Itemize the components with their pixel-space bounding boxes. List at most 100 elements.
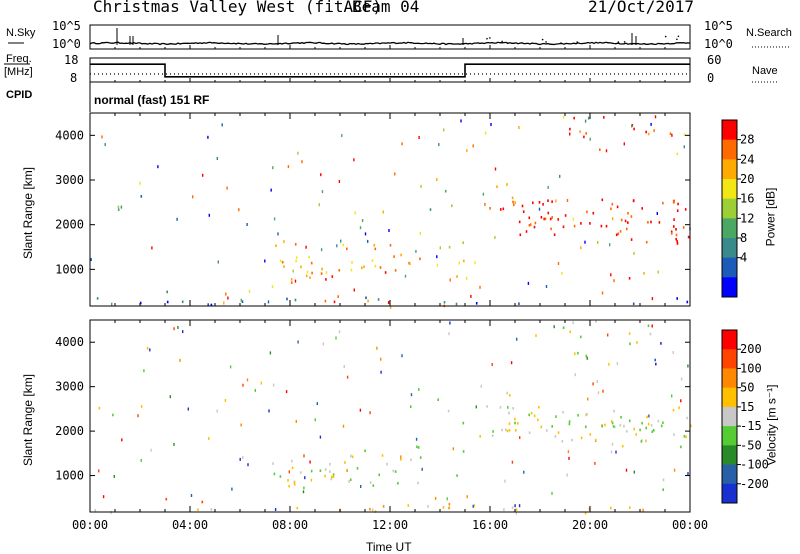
velocity-panel-cell <box>569 330 571 334</box>
power-panel-cell <box>310 261 313 265</box>
velocity-panel-cell <box>310 469 313 473</box>
power-panel-cell <box>557 218 559 221</box>
velocity-panel-cell <box>314 418 316 422</box>
power-panel-cell <box>458 261 460 265</box>
velocity-panel-cell <box>504 479 506 483</box>
velocity-panel-cell <box>678 406 680 409</box>
velocity-panel-cell <box>514 417 516 421</box>
power-panel-cell <box>337 295 339 298</box>
chart-title: Christmas Valley West (fitACF) <box>93 0 382 16</box>
x-tick-label: 00:00 <box>72 518 108 532</box>
power-panel-cell <box>301 160 303 164</box>
power-panel-cell <box>609 243 611 247</box>
power-panel-cell <box>346 247 348 251</box>
velocity-panel-cell <box>574 373 576 377</box>
power-panel-cell <box>324 299 327 303</box>
velocity-panel-cell <box>274 508 277 511</box>
power-panel-cell <box>463 259 465 263</box>
power-panel-cell <box>373 243 376 247</box>
velocity-panel-cell <box>462 450 465 453</box>
power-panel-cell <box>547 211 550 215</box>
velocity-panel-cell <box>641 421 643 425</box>
velocity-panel-cell <box>673 468 676 472</box>
velocity-panel-cell <box>210 508 213 511</box>
velocity-panel-cell <box>322 342 325 346</box>
power-panel-cell <box>139 301 142 305</box>
velocity-panel-cell <box>113 474 115 478</box>
velocity-panel-cell <box>671 394 673 398</box>
velocity-panel-cell <box>639 428 641 432</box>
nsearch-tick-top: 10^5 <box>704 19 733 33</box>
power-panel-cell <box>687 235 690 239</box>
power-panel-cell <box>605 149 608 153</box>
power-panel-cell <box>540 216 543 219</box>
velocity-panel-cell <box>201 500 204 504</box>
power-panel-cell <box>321 267 323 271</box>
velocity-panel-cell <box>519 436 521 440</box>
nsky-tick-bottom: 10^0 <box>52 37 81 51</box>
power-panel-cell <box>623 142 625 146</box>
power-panel-ytick-label: 1000 <box>55 262 84 276</box>
x-tick-label: 16:00 <box>472 518 508 532</box>
velocity-panel-cell <box>572 321 574 324</box>
velocity-panel-cell <box>293 481 296 484</box>
velocity-panel-cell <box>503 508 505 511</box>
velocity-panel-cell <box>642 508 644 512</box>
power-panel-cell <box>611 202 614 206</box>
velocity-panel-cell <box>561 439 564 443</box>
power-colorbar-swatch <box>722 198 737 219</box>
power-panel-ytick-label: 2000 <box>55 218 84 232</box>
power-panel-cell <box>645 130 647 134</box>
power-panel-cell <box>217 260 219 264</box>
velocity-panel-cell <box>376 346 378 350</box>
power-panel-cell <box>555 199 557 203</box>
power-panel-cell <box>294 298 297 302</box>
power-panel-cell <box>443 128 445 132</box>
power-panel-cell <box>273 217 276 221</box>
velocity-panel-cell <box>589 433 592 436</box>
power-panel-cell <box>374 264 377 268</box>
power-panel-cell <box>96 297 99 300</box>
power-panel-cell <box>181 300 184 304</box>
velocity-panel-cell <box>316 402 318 406</box>
power-panel-cell <box>628 277 631 280</box>
velocity-panel-cell <box>625 468 628 472</box>
power-panel-cell <box>494 167 497 171</box>
velocity-panel-cell <box>535 334 537 337</box>
velocity-panel-cell <box>416 445 418 449</box>
velocity-panel-cell <box>356 467 359 470</box>
power-panel-cell <box>657 270 659 274</box>
velocity-panel-cell <box>517 422 519 425</box>
power-panel-cell <box>240 298 242 302</box>
power-panel-cell <box>589 137 591 141</box>
power-panel-cell <box>675 237 677 241</box>
velocity-panel-cell <box>530 411 533 415</box>
power-panel-cell <box>283 265 285 268</box>
velocity-panel-cell <box>407 504 410 507</box>
velocity-panel-cell <box>633 427 635 431</box>
velocity-panel-cell <box>562 410 564 414</box>
power-panel-cell <box>320 272 323 275</box>
velocity-panel-cell <box>417 446 420 449</box>
velocity-colorbar-tick-label: 200 <box>740 342 762 356</box>
power-panel-cell <box>683 145 685 149</box>
velocity-panel-cell <box>319 435 322 439</box>
power-panel-cell <box>207 303 209 306</box>
velocity-panel-cell <box>427 505 429 508</box>
power-panel-cell <box>277 232 279 236</box>
velocity-panel-cell <box>511 460 514 464</box>
power-panel-cell <box>420 184 422 188</box>
power-panel-cell <box>394 172 396 176</box>
velocity-panel-cell <box>344 461 346 464</box>
velocity-panel-cell <box>636 341 638 344</box>
power-panel-cell <box>462 241 464 244</box>
power-panel-cell <box>295 259 297 263</box>
velocity-panel-cell <box>512 407 514 410</box>
velocity-panel-cell <box>515 511 517 515</box>
velocity-panel-cell <box>372 484 375 487</box>
power-panel-cell <box>518 302 520 305</box>
power-panel-cell <box>603 116 605 119</box>
power-panel-cell <box>374 247 377 251</box>
velocity-panel-cell <box>616 362 619 366</box>
velocity-panel-cell <box>562 326 565 329</box>
